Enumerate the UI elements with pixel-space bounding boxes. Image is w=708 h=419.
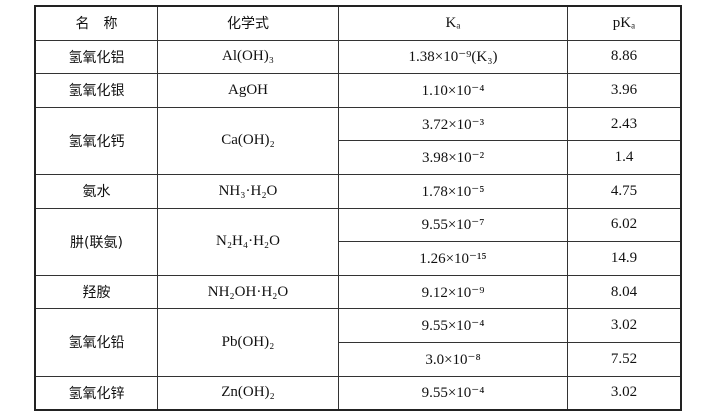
row: 氢氧化锌 Zn(OH)₂ 9.55×10⁻⁴ 3.02 <box>34 375 682 411</box>
ka-cell: 3.98×10⁻² <box>338 140 568 175</box>
formula-cell: Pb(OH)₂ <box>157 308 339 377</box>
ka-cell: 1.38×10⁻⁹(K₃) <box>338 39 568 75</box>
header-cell: Kₐ <box>338 5 568 41</box>
header-cell: pKₐ <box>567 5 682 41</box>
pka-cell: 7.52 <box>567 341 682 377</box>
pka-cell: 8.04 <box>567 274 682 310</box>
pka-cell: 8.86 <box>567 39 682 75</box>
header-row: 名 称 化学式 Kₐ pKₐ <box>34 5 682 41</box>
formula-cell: AgOH <box>157 73 339 108</box>
pka-cell: 6.02 <box>567 207 682 243</box>
name-cell: 氢氧化铅 <box>34 308 158 377</box>
ka-cell: 1.78×10⁻⁵ <box>338 173 568 209</box>
ka-cell: 9.12×10⁻⁹ <box>338 274 568 310</box>
pka-cell: 3.02 <box>567 308 682 343</box>
header-cell: 化学式 <box>157 5 339 41</box>
ka-cell: 1.10×10⁻⁴ <box>338 73 568 108</box>
table-body: 氢氧化铝 Al(OH)₃ 1.38×10⁻⁹(K₃) 8.86 氢氧化银 AgOH 1.10… <box>34 39 682 411</box>
name-cell: 氨水 <box>34 173 158 209</box>
row: 氢氧化钙 Ca(OH)₂ 3.72×10⁻³ 2.43 <box>34 106 682 175</box>
pka-cell: 1.4 <box>567 140 682 175</box>
row: 肼(联氨) N₂H₄·H₂O 9.55×10⁻⁷ 6.02 <box>34 207 682 276</box>
formula-cell: Al(OH)₃ <box>157 39 339 75</box>
row: 氢氧化铅 Pb(OH)₂ 9.55×10⁻⁴ 3.02 <box>34 308 682 377</box>
row: 氢氧化银 AgOH 1.10×10⁻⁴ 3.96 <box>34 73 682 108</box>
name-cell: 肼(联氨) <box>34 207 158 276</box>
pka-cell: 14.9 <box>567 241 682 276</box>
row: 3.98×10⁻² 1.4 <box>35 140 682 175</box>
pka-cell: 3.02 <box>567 375 682 411</box>
name-cell: 羟胺 <box>34 274 158 310</box>
ka-cell: 9.55×10⁻⁷ <box>338 207 568 243</box>
name-cell: 氢氧化锌 <box>34 375 158 411</box>
pka-cell: 2.43 <box>567 106 682 142</box>
name-cell: 氢氧化银 <box>34 73 158 108</box>
ka-cell: 1.26×10⁻¹⁵ <box>338 241 568 276</box>
row: 3.0×10⁻⁸ 7.52 <box>35 341 682 377</box>
header-cell: 名 称 <box>34 5 158 41</box>
formula-cell: NH₂OH·H₂O <box>157 274 339 310</box>
row: 1.26×10⁻¹⁵ 14.9 <box>35 241 682 276</box>
ka-cell: 9.55×10⁻⁴ <box>338 308 568 343</box>
row: 氢氧化铝 Al(OH)₃ 1.38×10⁻⁹(K₃) 8.86 <box>34 39 682 75</box>
ka-cell: 3.0×10⁻⁸ <box>338 341 568 377</box>
row: 羟胺 NH₂OH·H₂O 9.12×10⁻⁹ 8.04 <box>34 274 682 310</box>
row: 氨水 NH₃·H₂O 1.78×10⁻⁵ 4.75 <box>34 173 682 209</box>
ka-cell: 3.72×10⁻³ <box>338 106 568 142</box>
pka-cell: 4.75 <box>567 173 682 209</box>
table: 名 称 化学式 Kₐ pKₐ 氢氧化铝 Al(OH)₃ 1.38×10⁻⁹(K₃) 8… <box>34 5 682 412</box>
formula-cell: NH₃·H₂O <box>157 173 339 209</box>
formula-cell: Zn(OH)₂ <box>157 375 339 411</box>
name-cell: 氢氧化铝 <box>34 39 158 75</box>
ka-cell: 9.55×10⁻⁴ <box>338 375 568 411</box>
formula-cell: Ca(OH)₂ <box>157 106 339 175</box>
formula-cell: N₂H₄·H₂O <box>157 207 339 276</box>
name-cell: 氢氧化钙 <box>34 106 158 175</box>
pka-cell: 3.96 <box>567 73 682 108</box>
